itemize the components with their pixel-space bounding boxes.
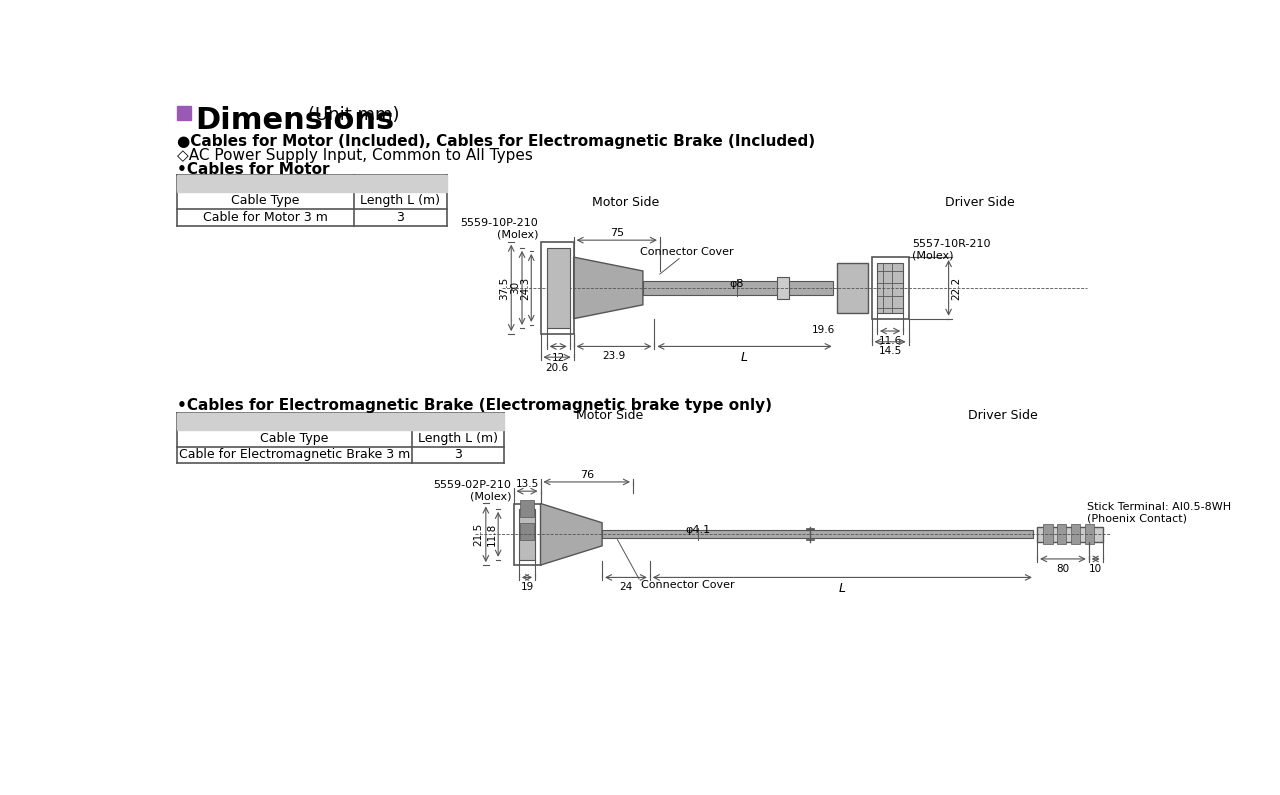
Bar: [1057, 524, 1066, 545]
Text: Length L (m): Length L (m): [361, 194, 440, 207]
Text: Connector Cover: Connector Cover: [640, 580, 735, 591]
Bar: [837, 263, 868, 312]
Text: Connector Cover: Connector Cover: [640, 247, 733, 257]
Bar: [1043, 524, 1052, 545]
Text: Driver Side: Driver Side: [968, 409, 1037, 422]
Bar: [540, 242, 573, 334]
Text: 10: 10: [1089, 564, 1102, 573]
Text: 5557-10R-210
(Molex): 5557-10R-210 (Molex): [913, 239, 991, 261]
Bar: [518, 509, 535, 560]
Text: 5559-02P-210
(Molex): 5559-02P-210 (Molex): [434, 479, 511, 501]
Bar: [877, 263, 904, 312]
Polygon shape: [573, 257, 643, 319]
Text: Cable for Motor 3 m: Cable for Motor 3 m: [204, 211, 328, 223]
Polygon shape: [540, 503, 602, 565]
Text: 23.9: 23.9: [603, 351, 626, 361]
Bar: [547, 248, 570, 328]
Bar: [643, 281, 833, 295]
Text: •Cables for Electromagnetic Brake (Electromagnetic brake type only): •Cables for Electromagnetic Brake (Elect…: [177, 398, 772, 413]
Text: ●Cables for Motor (Included), Cables for Electromagnetic Brake (Included): ●Cables for Motor (Included), Cables for…: [177, 134, 815, 149]
Text: Motor Side: Motor Side: [591, 196, 659, 208]
Text: 13.5: 13.5: [516, 479, 539, 489]
Text: 3: 3: [397, 211, 404, 223]
Text: 37.5: 37.5: [499, 277, 509, 300]
Text: 19.6: 19.6: [812, 325, 835, 335]
Text: Length L (m): Length L (m): [419, 432, 498, 444]
Text: 11.6: 11.6: [878, 335, 901, 346]
Bar: [177, 175, 447, 192]
Bar: [602, 530, 1033, 538]
Bar: [1037, 526, 1102, 542]
Bar: [1085, 524, 1094, 545]
Bar: [177, 107, 191, 120]
Text: L: L: [741, 351, 748, 364]
Text: Motor Side: Motor Side: [576, 409, 644, 422]
Text: 24.3: 24.3: [521, 277, 530, 300]
Bar: [1071, 524, 1080, 545]
Bar: [513, 503, 540, 565]
Text: 11.8: 11.8: [486, 522, 497, 546]
Text: Cable Type: Cable Type: [260, 432, 329, 444]
Text: 20.6: 20.6: [545, 363, 568, 374]
Text: 75: 75: [609, 228, 623, 238]
Text: 5559-10P-210
(Molex): 5559-10P-210 (Molex): [461, 218, 538, 239]
Text: 12: 12: [552, 352, 564, 363]
Bar: [806, 539, 814, 541]
Text: 80: 80: [1056, 564, 1070, 573]
Bar: [806, 528, 814, 529]
Bar: [521, 499, 534, 517]
Text: φ4.1: φ4.1: [686, 525, 710, 535]
Text: 19: 19: [521, 582, 534, 592]
Text: L: L: [838, 582, 846, 595]
Text: ◇AC Power Supply Input, Common to All Types: ◇AC Power Supply Input, Common to All Ty…: [177, 148, 532, 163]
Text: 30: 30: [511, 281, 521, 294]
Text: 76: 76: [580, 470, 594, 479]
Text: Cable for Electromagnetic Brake 3 m: Cable for Electromagnetic Brake 3 m: [179, 448, 410, 461]
Text: Dimensions: Dimensions: [196, 107, 394, 135]
Bar: [521, 523, 534, 540]
Text: 21.5: 21.5: [474, 522, 484, 546]
Bar: [777, 277, 790, 299]
Text: •Cables for Motor: •Cables for Motor: [177, 161, 329, 176]
Bar: [872, 257, 909, 319]
Text: 22.2: 22.2: [951, 277, 961, 300]
Text: 24: 24: [620, 582, 632, 592]
Text: 3: 3: [454, 448, 462, 461]
Text: Cable Type: Cable Type: [232, 194, 300, 207]
Bar: [177, 413, 504, 429]
Text: Stick Terminal: AI0.5-8WH
(Phoenix Contact): Stick Terminal: AI0.5-8WH (Phoenix Conta…: [1087, 502, 1231, 524]
Text: Driver Side: Driver Side: [945, 196, 1014, 208]
Text: φ8: φ8: [730, 279, 744, 289]
Text: 14.5: 14.5: [878, 347, 901, 356]
Text: (Unit mm): (Unit mm): [308, 107, 399, 124]
